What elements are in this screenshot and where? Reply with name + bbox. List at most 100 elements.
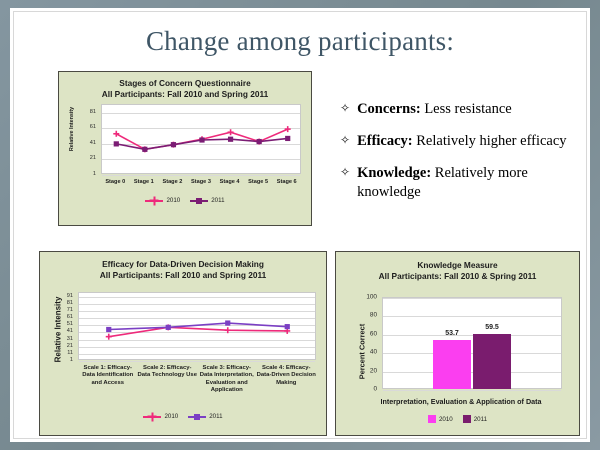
bar-value-label: 53.7	[445, 329, 459, 337]
bullet-lead: Efficacy:	[357, 133, 413, 150]
chart3-plot-area	[382, 297, 562, 391]
legend-color-swatch	[427, 415, 436, 423]
legend-item[interactable]: 2010	[145, 197, 180, 204]
gridline	[79, 339, 315, 341]
chart2-title-block: Efficacy for Data-Driven Decision Making…	[40, 259, 326, 280]
y-tick-label: 91	[66, 292, 73, 299]
legend-label: 2010	[164, 413, 179, 420]
gridline	[383, 316, 561, 318]
legend-label: 2011	[473, 415, 488, 423]
chart-panel-knowledge[interactable]: Knowledge Measure All Participants: Fall…	[335, 251, 580, 436]
legend-line-swatch	[190, 197, 209, 204]
chart1-subtitle: All Participants: Fall 2010 and Spring 2…	[101, 88, 269, 99]
page-title: Change among participants:	[145, 26, 455, 56]
chart3-title-block: Knowledge Measure All Participants: Fall…	[336, 260, 579, 281]
x-tick-label: Stage 4	[219, 179, 240, 185]
y-tick-label: 71	[66, 306, 73, 313]
bar-value-label: 59.5	[485, 324, 499, 332]
legend-label: 2011	[211, 197, 225, 204]
legend-item[interactable]: 2011	[188, 413, 223, 420]
bullet-text: Efficacy: Relatively higher efficacy	[357, 133, 567, 150]
y-tick-label: 1	[92, 171, 96, 177]
gridline	[79, 318, 315, 320]
chart1-title-block: Stages of Concern Questionnaire All Part…	[59, 78, 311, 99]
legend-color-swatch	[462, 415, 471, 423]
y-tick-label: 41	[89, 139, 96, 146]
y-tick-label: 61	[89, 124, 96, 131]
chart2-plot-area	[78, 292, 316, 362]
chart2-legend: 2010 2011	[40, 413, 326, 420]
gridline	[383, 298, 561, 299]
chart-panel-efficacy[interactable]: Efficacy for Data-Driven Decision Making…	[39, 251, 327, 436]
series-lines	[113, 126, 291, 153]
gridline	[102, 175, 300, 176]
chart1-y-axis-label: Relative Intensity	[69, 106, 75, 152]
square-marker-icon	[194, 413, 201, 420]
gridline	[102, 159, 300, 161]
gridline	[79, 296, 315, 298]
y-tick-label: 31	[66, 335, 73, 342]
gridline	[79, 332, 315, 334]
legend-item[interactable]: 2010	[143, 413, 178, 420]
y-tick-label: 40	[369, 348, 377, 356]
bullet-lead: Concerns:	[357, 101, 421, 117]
bullet-lead: Knowledge:	[357, 165, 432, 182]
x-tick-label: Scale 1: Efficacy-Data Identification an…	[82, 365, 134, 386]
x-tick-label: Scale 3: Efficacy-Data Interpretation, E…	[199, 365, 254, 394]
gridline	[102, 112, 300, 114]
chart1-title: Stages of Concern Questionnaire	[119, 78, 251, 88]
x-tick-label: Stage 6	[276, 179, 297, 185]
gridline	[102, 128, 300, 130]
x-tick-label: Stage 2	[162, 179, 183, 185]
y-tick-label: 0	[373, 385, 377, 393]
bar[interactable]	[433, 339, 471, 389]
legend-label: 2010	[166, 197, 181, 204]
chart2-y-axis-label: Relative Intensity	[53, 296, 63, 363]
gridline	[79, 361, 315, 362]
gridline	[79, 346, 315, 348]
legend-label: 2011	[209, 413, 223, 420]
y-tick-label: 11	[67, 349, 73, 356]
x-tick-label: Scale 4: Efficacy-Data-Driven Decision M…	[256, 365, 316, 386]
gridline	[79, 310, 315, 312]
gridline	[383, 334, 561, 336]
gridline	[383, 353, 561, 355]
gridline	[102, 143, 300, 145]
chart-panel-stages-of-concern[interactable]: Stages of Concern Questionnaire All Part…	[58, 71, 312, 226]
legend-line-swatch	[143, 415, 162, 418]
chart3-y-axis-label: Percent Correct	[357, 323, 367, 380]
bullet-text: Concerns: Less resistance	[357, 101, 512, 117]
legend-item[interactable]: 2011	[462, 415, 488, 423]
bullet-item: ✧ Knowledge: Relatively more knowledge	[340, 164, 590, 202]
bullet-item: ✧ Concerns: Less resistance	[340, 100, 590, 119]
cross-marker-icon	[148, 412, 157, 421]
y-tick-label: 60	[369, 330, 377, 338]
y-tick-label: 51	[66, 321, 73, 328]
gridline	[79, 353, 315, 355]
y-tick-label: 41	[66, 328, 73, 335]
y-tick-label: 1	[69, 357, 73, 363]
diamond-bullet-icon: ✧	[340, 101, 351, 115]
y-tick-label: 21	[66, 342, 73, 349]
cross-marker-icon	[150, 196, 159, 205]
chart1-legend: 2010 2011	[59, 197, 311, 204]
chart2-title: Efficacy for Data-Driven Decision Making	[102, 259, 264, 269]
chart3-subtitle: All Participants: Fall 2010 & Spring 201…	[378, 270, 537, 281]
chart3-legend: 2010 2011	[336, 415, 579, 423]
diamond-bullet-icon: ✧	[340, 133, 351, 148]
legend-item[interactable]: 2010	[427, 415, 453, 423]
y-tick-label: 20	[369, 367, 377, 375]
bar[interactable]	[473, 334, 511, 389]
legend-item[interactable]: 2011	[190, 197, 225, 204]
y-tick-label: 80	[369, 311, 377, 319]
key-findings-list: ✧ Concerns: Less resistance ✧ Efficacy: Rel…	[340, 100, 590, 216]
x-tick-label: Stage 5	[248, 179, 269, 185]
chart3-x-axis-label: Interpretation, Evaluation & Application…	[380, 397, 542, 406]
gridline	[383, 390, 561, 391]
chart1-plot-area	[101, 104, 301, 176]
bullet-item: ✧ Efficacy: Relatively higher efficacy	[340, 132, 590, 151]
x-tick-label: Stage 1	[133, 179, 154, 185]
y-tick-label: 81	[89, 108, 96, 115]
x-tick-label: Scale 2: Efficacy-Data Technology Use	[137, 365, 197, 379]
legend-label: 2010	[438, 415, 453, 423]
